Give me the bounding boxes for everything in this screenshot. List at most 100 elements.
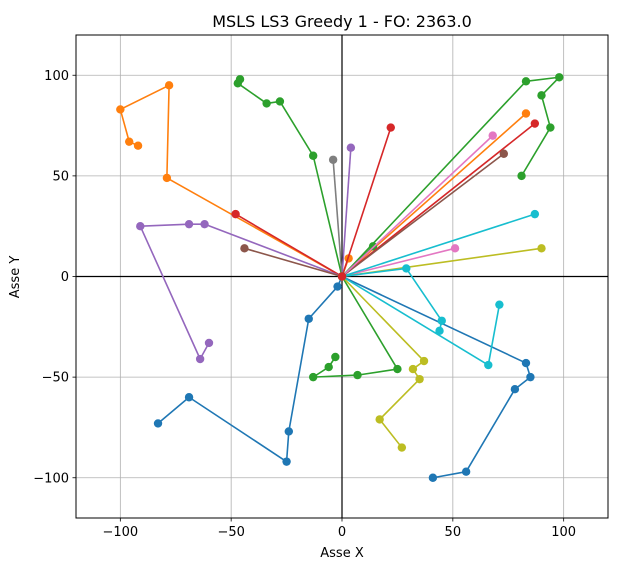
data-point — [231, 209, 240, 219]
data-point — [333, 282, 342, 291]
series-path-14 — [240, 244, 343, 278]
series-line — [244, 247, 343, 278]
series-path-21 — [341, 209, 540, 278]
series-path-6 — [341, 73, 564, 278]
series-line — [341, 213, 536, 278]
data-point — [184, 393, 194, 402]
data-point — [546, 123, 555, 132]
series-path-11 — [341, 119, 540, 278]
data-point — [275, 97, 285, 106]
chart-title: MSLS LS3 Greedy 1 - FO: 2363.0 — [212, 12, 472, 31]
ticks: −100 −50 0 50 100 −100 −50 0 50 100 — [33, 69, 576, 540]
x-tick-label: 0 — [338, 525, 346, 540]
data-point — [484, 360, 493, 370]
data-point — [262, 99, 271, 108]
data-point — [530, 119, 540, 128]
data-point — [537, 244, 546, 253]
data-point — [308, 372, 318, 382]
series-path-13 — [341, 143, 356, 277]
data-point — [375, 415, 384, 424]
data-point — [408, 364, 418, 374]
series-path-9 — [231, 209, 343, 278]
x-tick-label: 50 — [445, 525, 462, 540]
data-point — [204, 338, 214, 348]
series-line — [341, 127, 392, 277]
data-point — [521, 358, 531, 368]
data-point — [164, 81, 174, 90]
series-line — [235, 213, 343, 278]
y-axis-label: Asse Y — [8, 256, 23, 299]
x-tick-label: −50 — [217, 525, 244, 540]
data-point — [331, 352, 340, 362]
data-point — [304, 314, 313, 323]
data-point — [125, 137, 134, 146]
series-path-22 — [341, 264, 446, 336]
series-line — [341, 247, 456, 278]
series-path-15 — [341, 149, 509, 278]
data-point — [184, 219, 194, 229]
series-path-23 — [341, 275, 504, 370]
y-tick-label: −50 — [42, 371, 69, 386]
x-tick-label: 100 — [551, 525, 576, 540]
data-point — [419, 356, 429, 366]
data-point — [530, 209, 540, 219]
y-tick-label: 0 — [61, 270, 69, 285]
x-tick-label: −100 — [102, 525, 138, 540]
series-path-17 — [341, 244, 460, 278]
data-point — [324, 362, 333, 372]
data-point — [397, 443, 407, 452]
data-point — [346, 143, 356, 152]
series-line — [341, 267, 443, 332]
y-tick-label: −100 — [33, 471, 69, 486]
series-line — [341, 147, 352, 277]
data-point — [235, 75, 245, 84]
data-point — [200, 219, 209, 229]
series-path-10 — [341, 123, 395, 277]
series-line — [341, 135, 494, 278]
series-line — [341, 76, 561, 278]
data-point — [328, 155, 338, 164]
series-path-18 — [328, 155, 343, 277]
series-line — [341, 275, 532, 479]
data-point — [240, 244, 249, 253]
series-line — [341, 275, 425, 449]
data-point — [415, 374, 424, 384]
data-point — [282, 457, 291, 466]
y-tick-label: 100 — [44, 69, 69, 84]
data-point — [488, 131, 497, 140]
data-point — [437, 316, 446, 325]
data-point — [435, 326, 444, 336]
series-line — [341, 122, 536, 278]
data-point — [510, 385, 520, 394]
series-path-5 — [233, 75, 343, 277]
data-point — [517, 171, 526, 181]
data-point — [402, 264, 411, 273]
data-point — [537, 91, 546, 100]
data-point — [555, 73, 564, 82]
data-point — [526, 372, 535, 382]
data-point — [521, 109, 531, 118]
x-axis-label: Asse X — [320, 546, 364, 561]
data-point — [428, 473, 438, 482]
data-point — [461, 467, 471, 476]
series-path-16 — [341, 131, 497, 278]
data-point — [393, 364, 402, 374]
data-point — [116, 105, 125, 114]
data-point — [450, 244, 460, 253]
series-path-12 — [136, 219, 343, 364]
data-point — [195, 354, 205, 364]
data-point — [499, 149, 509, 158]
series-line — [341, 153, 505, 278]
data-point — [153, 419, 163, 428]
series-line — [332, 159, 343, 277]
series-path-8 — [308, 276, 402, 382]
data-point — [353, 370, 362, 380]
data-point — [495, 300, 504, 309]
series-path-0 — [153, 276, 343, 466]
series-path-2 — [116, 81, 343, 278]
data-point — [308, 151, 318, 160]
series-group — [116, 73, 564, 482]
series-path-1 — [341, 275, 535, 482]
data-point — [284, 427, 293, 436]
